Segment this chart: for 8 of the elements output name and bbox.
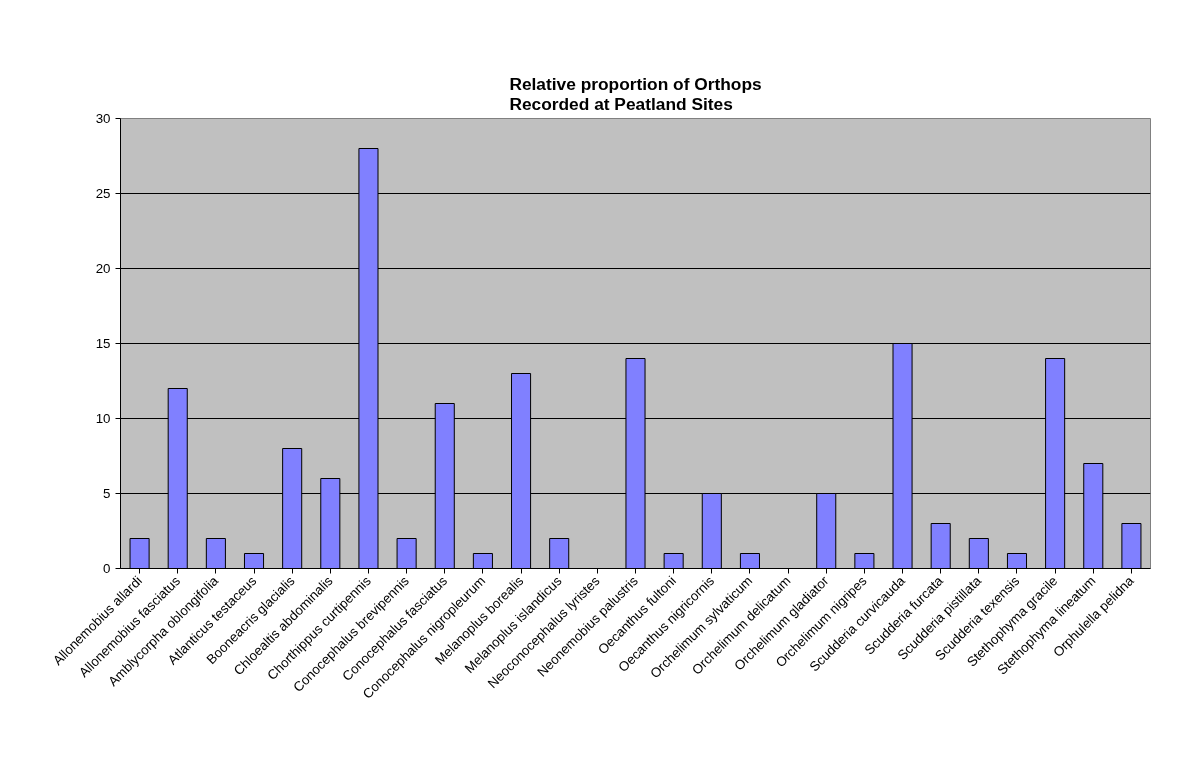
y-tick-label: 20 — [95, 261, 111, 276]
chart-title: Relative proportion of Orthops Recorded at Peatland Sites — [509, 73, 762, 114]
y-tick-label: 30 — [95, 111, 111, 126]
y-tick-label: 5 — [103, 486, 111, 501]
y-tick-label: 10 — [95, 411, 111, 426]
y-tick-label: 0 — [103, 561, 111, 576]
y-tick-label: 15 — [95, 336, 111, 351]
y-tick-label: 25 — [95, 186, 111, 201]
